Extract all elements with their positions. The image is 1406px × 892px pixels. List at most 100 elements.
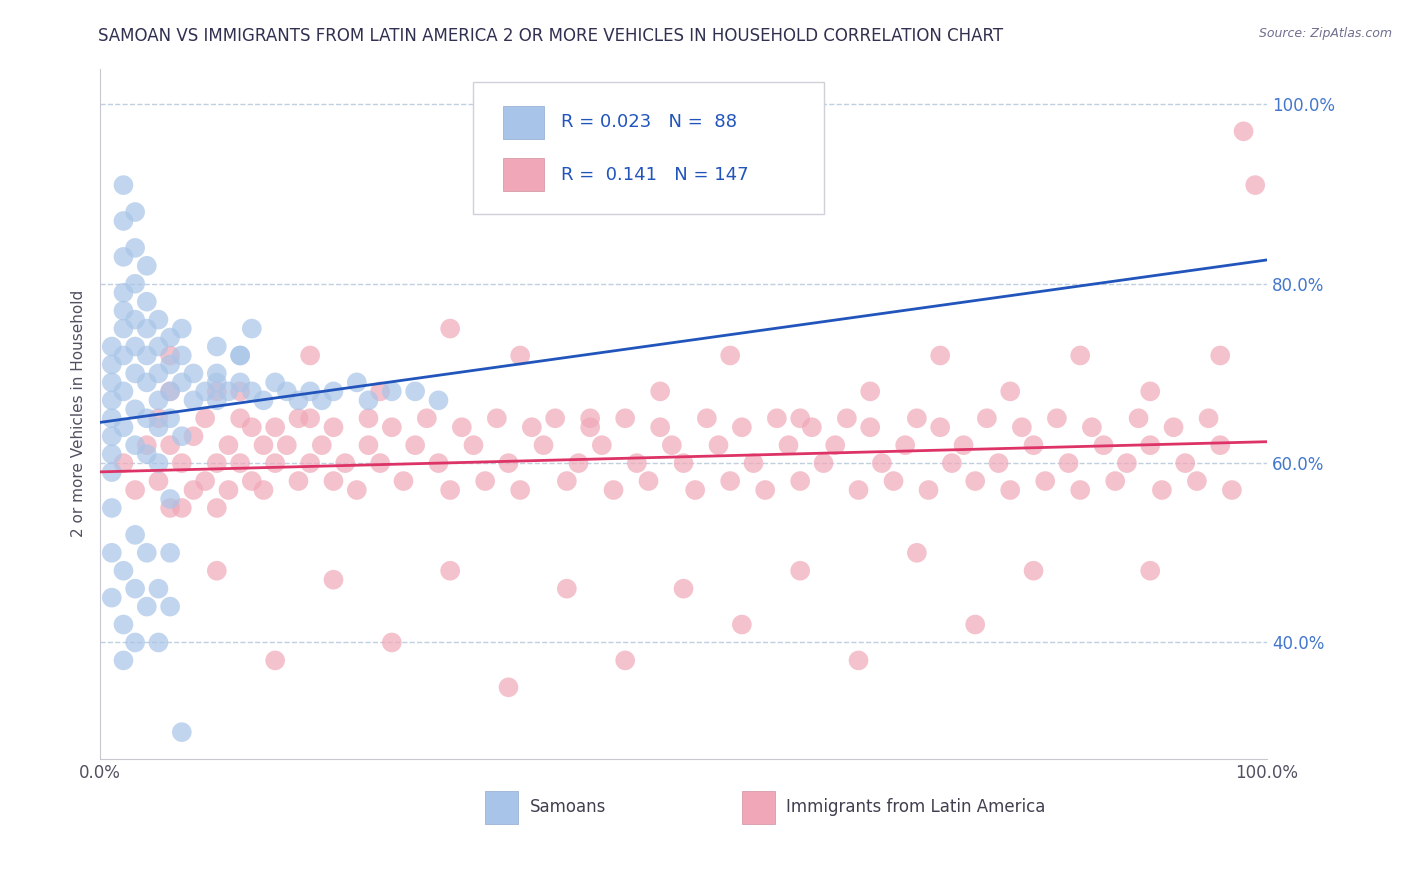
Point: [870, 456, 893, 470]
Point: [905, 411, 928, 425]
Point: [859, 384, 882, 399]
Point: [124, 205, 146, 219]
Point: [439, 321, 461, 335]
Point: [1220, 483, 1243, 497]
Point: [917, 483, 939, 497]
Point: [124, 438, 146, 452]
Point: [322, 384, 344, 399]
Point: [240, 384, 263, 399]
Point: [696, 411, 718, 425]
Point: [520, 420, 543, 434]
Point: [1198, 411, 1220, 425]
Point: [381, 420, 404, 434]
Point: [205, 339, 228, 353]
Point: [159, 491, 181, 506]
Point: [183, 483, 205, 497]
Point: [368, 384, 391, 399]
Point: [112, 349, 135, 363]
Text: R = 0.023   N =  88: R = 0.023 N = 88: [561, 113, 737, 131]
Point: [264, 653, 287, 667]
Point: [159, 358, 181, 372]
Point: [614, 653, 637, 667]
Point: [346, 376, 368, 390]
Point: [1128, 411, 1150, 425]
Point: [824, 438, 846, 452]
Point: [101, 591, 124, 605]
Point: [1174, 456, 1197, 470]
Point: [789, 564, 811, 578]
Point: [404, 384, 426, 399]
Point: [205, 393, 228, 408]
Point: [1069, 349, 1091, 363]
Point: [159, 546, 181, 560]
Point: [357, 393, 380, 408]
Point: [170, 376, 193, 390]
Point: [183, 393, 205, 408]
Point: [789, 474, 811, 488]
FancyBboxPatch shape: [503, 105, 544, 138]
Point: [929, 349, 952, 363]
Point: [579, 411, 602, 425]
Point: [148, 411, 170, 425]
Point: [112, 250, 135, 264]
Point: [229, 456, 252, 470]
Point: [650, 384, 672, 399]
Point: [240, 420, 263, 434]
Point: [813, 456, 835, 470]
Point: [637, 474, 659, 488]
Point: [1139, 384, 1161, 399]
Point: [205, 500, 228, 515]
Point: [1022, 564, 1045, 578]
Point: [299, 384, 322, 399]
Point: [124, 312, 146, 326]
Point: [276, 438, 298, 452]
Point: [392, 474, 415, 488]
Point: [264, 376, 287, 390]
Point: [1069, 483, 1091, 497]
Point: [135, 349, 157, 363]
Point: [170, 429, 193, 443]
Point: [124, 582, 146, 596]
Point: [626, 456, 648, 470]
Point: [614, 411, 637, 425]
Point: [124, 277, 146, 291]
Point: [159, 438, 181, 452]
Point: [322, 420, 344, 434]
Point: [124, 528, 146, 542]
Point: [602, 483, 624, 497]
Point: [148, 582, 170, 596]
Point: [101, 429, 124, 443]
Point: [1139, 438, 1161, 452]
Point: [135, 599, 157, 614]
Point: [533, 438, 555, 452]
Point: [987, 456, 1010, 470]
Point: [170, 725, 193, 739]
Point: [148, 474, 170, 488]
Point: [205, 456, 228, 470]
Point: [205, 564, 228, 578]
Point: [731, 617, 754, 632]
Point: [148, 456, 170, 470]
Point: [1244, 178, 1267, 193]
Point: [287, 411, 309, 425]
Point: [148, 420, 170, 434]
Point: [148, 312, 170, 326]
Point: [427, 456, 450, 470]
Point: [112, 285, 135, 300]
Point: [1022, 438, 1045, 452]
Point: [718, 474, 741, 488]
Point: [101, 465, 124, 479]
Point: [1115, 456, 1137, 470]
Point: [1163, 420, 1185, 434]
Point: [159, 349, 181, 363]
Point: [229, 376, 252, 390]
Point: [311, 393, 333, 408]
Point: [124, 402, 146, 417]
Point: [498, 456, 520, 470]
Point: [170, 321, 193, 335]
Point: [450, 420, 472, 434]
Point: [112, 321, 135, 335]
Point: [368, 456, 391, 470]
Point: [217, 438, 239, 452]
Point: [1011, 420, 1033, 434]
